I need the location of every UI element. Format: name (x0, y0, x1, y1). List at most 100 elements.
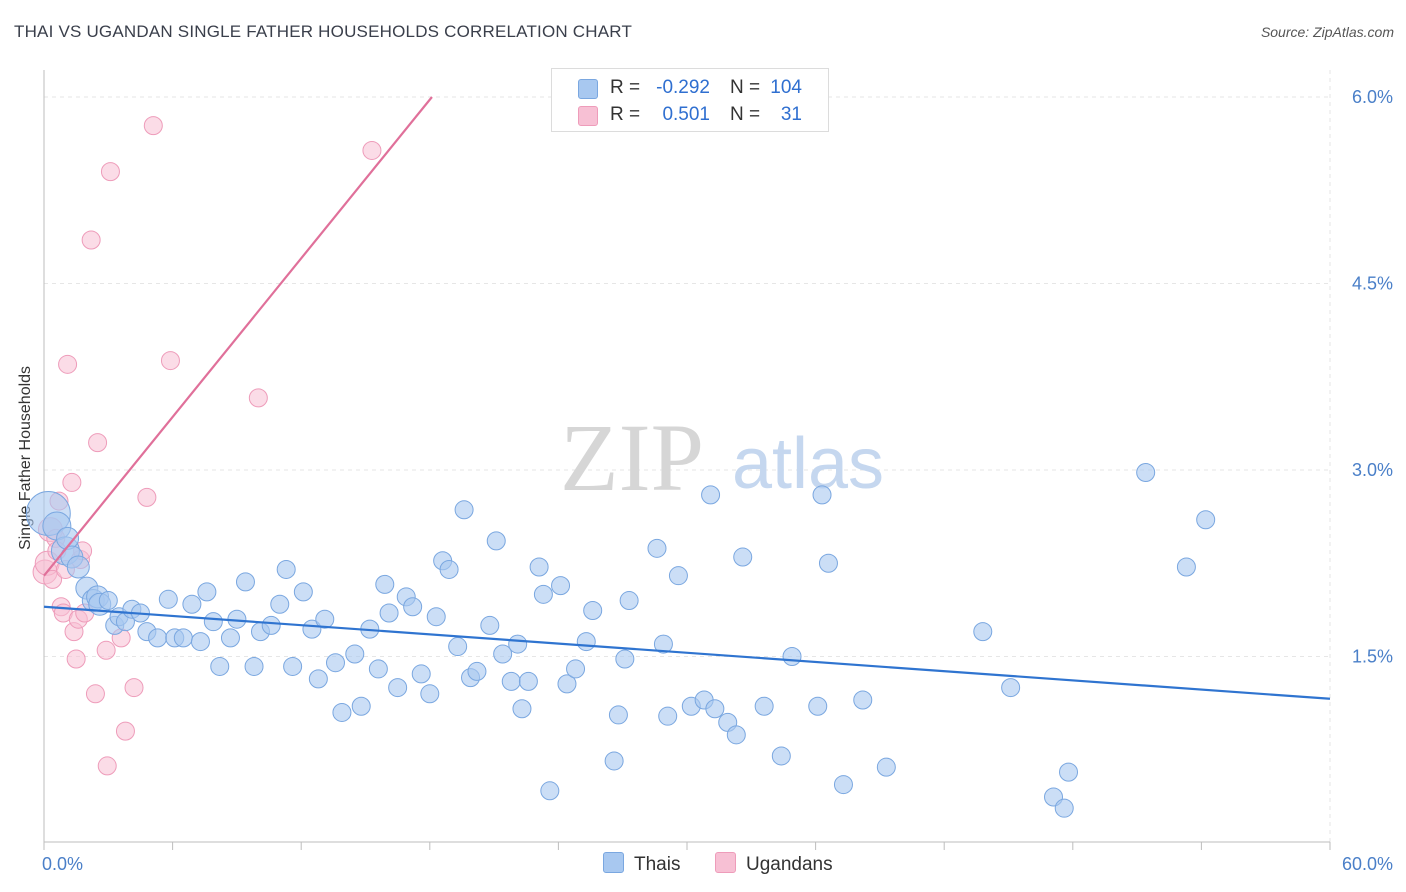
ugandan-point (85, 684, 105, 704)
thai-point (540, 781, 560, 801)
thai-point (604, 751, 624, 771)
thai-point (325, 653, 345, 673)
legend-item-ugandans: Ugandans (715, 852, 833, 876)
thai-swatch (578, 79, 598, 99)
thai-point (197, 582, 217, 602)
ugandan-point (97, 756, 117, 776)
ugandan-point (66, 649, 86, 669)
thai-point (220, 628, 240, 648)
tick-labels: 1.5% 3.0% 4.5% 6.0% 0.0% 60.0% (42, 87, 1393, 874)
thai-point (973, 622, 993, 642)
correlation-legend: R = -0.292 N = 104 R = 0.501 N = 31 (551, 68, 829, 132)
x-tick-label-min: 0.0% (42, 854, 83, 874)
thai-point (66, 555, 90, 579)
thai-point (261, 615, 281, 635)
thai-point (1176, 557, 1196, 577)
thai-point (379, 603, 399, 623)
thai-point (426, 607, 446, 627)
thai-point (375, 574, 395, 594)
thai-point (615, 649, 635, 669)
thai-point (818, 553, 838, 573)
ugandan-point (124, 678, 144, 698)
watermark-atlas: atlas (732, 424, 884, 504)
thai-trend-line (43, 605, 1331, 700)
ugandan-point (88, 433, 108, 453)
ugandan-trend-line (43, 96, 433, 577)
thai-point (771, 746, 791, 766)
chart-title: THAI VS UGANDAN SINGLE FATHER HOUSEHOLDS… (14, 22, 633, 41)
thai-point (388, 678, 408, 698)
ugandan-point (137, 487, 157, 507)
axes (43, 70, 1331, 850)
thai-n-value: 104 (770, 77, 802, 98)
thai-point (98, 591, 118, 611)
thai-point (619, 591, 639, 611)
ugandan-r-label: R = (610, 104, 641, 125)
thai-point (518, 671, 538, 691)
ugandan-point (96, 640, 116, 660)
thai-point (486, 531, 506, 551)
thai-point (647, 538, 667, 558)
thai-point (576, 632, 596, 652)
thai-point (276, 559, 296, 579)
thai-r-value: -0.292 (656, 77, 710, 98)
thai-point (583, 600, 603, 620)
thai-point (701, 485, 721, 505)
thai-point (658, 706, 678, 726)
thai-point (1054, 798, 1074, 818)
thai-point (411, 664, 431, 684)
ugandan-point (81, 230, 101, 250)
thai-point (512, 699, 532, 719)
thai-point (190, 632, 210, 652)
thai-point (315, 609, 335, 629)
ugandan-points (32, 116, 382, 776)
thai-point (1196, 510, 1216, 530)
thai-point (368, 659, 388, 679)
ugandan-point (362, 140, 382, 160)
thai-point (244, 656, 264, 676)
thai-point (270, 594, 290, 614)
thai-point (853, 690, 873, 710)
source-label: Source: ZipAtlas.com (1260, 24, 1394, 40)
ugandan-point (248, 388, 268, 408)
ugandan-point (143, 116, 163, 136)
thai-point (808, 696, 828, 716)
thai-point (668, 566, 688, 586)
thai-point (420, 684, 440, 704)
ugandan-n-value: 31 (780, 104, 802, 125)
thai-point (833, 775, 853, 795)
thai-point (332, 702, 352, 722)
thai-point (293, 582, 313, 602)
thai-point (448, 637, 468, 657)
thais-swatch (603, 852, 624, 873)
thai-point (754, 696, 774, 716)
thai-point (566, 659, 586, 679)
ugandan-r-value: 0.501 (662, 104, 710, 125)
trend-lines (43, 96, 1331, 700)
thai-point (1136, 462, 1156, 482)
thai-point (210, 656, 230, 676)
thai-r-label: R = (610, 77, 641, 98)
thai-point (308, 669, 328, 689)
thai-point (529, 557, 549, 577)
thai-point (705, 699, 725, 719)
thai-point (283, 656, 303, 676)
thai-point (345, 644, 365, 664)
thai-point (235, 572, 255, 592)
y-tick-label: 1.5% (1352, 647, 1393, 667)
thai-point (876, 757, 896, 777)
ugandans-swatch (715, 852, 736, 873)
ugandan-point (160, 351, 180, 371)
thai-point (403, 597, 423, 617)
thais-label: Thais (634, 854, 681, 875)
thai-point (733, 547, 753, 567)
thai-point (203, 612, 223, 632)
thai-point (480, 615, 500, 635)
ugandan-point (115, 721, 135, 741)
thai-point (173, 628, 193, 648)
x-tick-label-max: 60.0% (1342, 854, 1393, 874)
thai-point (533, 584, 553, 604)
watermark: ZIP atlas (560, 404, 884, 511)
thai-point (1059, 762, 1079, 782)
watermark-zip: ZIP (560, 404, 704, 511)
